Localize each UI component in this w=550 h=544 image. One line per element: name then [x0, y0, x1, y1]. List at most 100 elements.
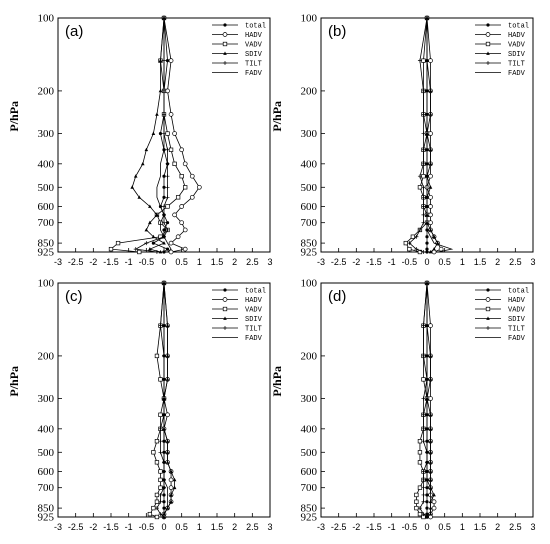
point-marker: [417, 185, 423, 190]
point-marker: [168, 485, 174, 491]
legend-label: SDIV: [508, 316, 526, 324]
point-marker: [144, 227, 149, 232]
x-tick-label: 2.5: [246, 522, 259, 532]
point-marker: [158, 492, 163, 497]
point-marker: [165, 204, 170, 209]
point-marker: [158, 499, 163, 504]
point-marker: [169, 469, 173, 473]
point-marker: [133, 174, 138, 178]
series-vadv: [403, 15, 430, 255]
y-tick-label: 600: [38, 201, 55, 213]
point-marker: [158, 512, 163, 517]
point-marker: [417, 174, 422, 179]
y-tick-label: 200: [301, 85, 318, 97]
point-marker: [108, 246, 114, 252]
x-tick-label: -0.5: [402, 257, 418, 267]
point-marker: [407, 241, 412, 246]
point-marker: [428, 88, 433, 93]
point-marker: [137, 249, 142, 255]
x-tick-label: 0.5: [438, 257, 451, 267]
legend-item: HADV: [475, 32, 526, 40]
y-tick-label: 700: [38, 217, 55, 229]
x-tick-label: -2.5: [68, 257, 84, 267]
point-marker: [115, 240, 121, 246]
legend-label: VADV: [245, 42, 263, 50]
point-marker: [165, 377, 170, 381]
point-marker: [431, 505, 437, 511]
x-tick-label: 1.5: [474, 257, 487, 267]
legend-item: HADV: [475, 297, 526, 305]
x-tick-label: -1.5: [103, 522, 119, 532]
series-line: [163, 283, 168, 517]
y-tick-label: 925: [38, 512, 55, 524]
legend-item: TILT: [212, 61, 262, 69]
x-tick-label: 3: [530, 522, 535, 532]
x-tick-label: -2: [89, 522, 97, 532]
point-marker: [410, 234, 416, 239]
point-marker: [421, 204, 426, 209]
point-marker: [158, 377, 163, 382]
point-marker: [148, 220, 152, 225]
point-marker: [168, 477, 174, 483]
point-marker: [165, 439, 170, 443]
point-marker: [162, 195, 166, 199]
point-marker: [162, 204, 166, 209]
point-marker: [414, 234, 419, 239]
point-marker: [158, 450, 163, 455]
point-marker: [425, 250, 429, 254]
series-tilt: [407, 16, 429, 254]
point-marker: [428, 112, 433, 116]
point-marker: [158, 426, 163, 431]
point-marker: [165, 174, 170, 179]
y-tick-label: 850: [38, 503, 55, 515]
point-marker: [165, 147, 170, 152]
point-marker: [428, 469, 433, 473]
point-marker: [168, 240, 174, 246]
point-marker: [421, 512, 426, 517]
x-tick-label: 2: [495, 522, 500, 532]
x-tick-label: 2: [232, 257, 237, 267]
x-tick-label: -0.5: [139, 522, 155, 532]
point-marker: [414, 499, 419, 504]
y-tick-label: 925: [38, 247, 55, 259]
legend-label: HADV: [508, 32, 526, 40]
point-marker: [485, 297, 491, 302]
y-tick-label: 925: [301, 512, 318, 524]
y-tick-label: 700: [301, 217, 318, 229]
legend-item: FADV: [212, 70, 263, 78]
series-line: [426, 18, 454, 253]
point-marker: [421, 112, 426, 117]
point-marker: [421, 323, 426, 328]
legend-label: total: [508, 23, 529, 31]
y-tick-label: 500: [38, 447, 55, 459]
x-tick-label: 0: [161, 522, 166, 532]
x-tick-label: 3: [267, 522, 272, 532]
point-marker: [428, 204, 433, 209]
point-marker: [421, 396, 426, 401]
legend-label: TILT: [508, 61, 525, 69]
point-marker: [137, 195, 142, 199]
point-marker: [431, 499, 437, 505]
point-marker: [223, 288, 227, 292]
point-marker: [438, 246, 444, 252]
legend-label: TILT: [245, 61, 262, 69]
point-marker: [182, 161, 188, 167]
point-marker: [169, 492, 173, 497]
point-marker: [428, 323, 433, 328]
point-marker: [158, 469, 163, 474]
legend-label: VADV: [508, 307, 526, 315]
point-marker: [428, 227, 433, 232]
series-vadv: [147, 280, 167, 520]
point-marker: [165, 59, 170, 63]
point-marker: [179, 220, 185, 226]
point-marker: [165, 460, 170, 464]
y-tick-label: 600: [301, 466, 318, 478]
y-tick-label: 300: [38, 128, 55, 140]
point-marker: [417, 511, 423, 517]
point-marker: [428, 194, 433, 200]
y-axis-label: P/hPa: [7, 366, 21, 397]
